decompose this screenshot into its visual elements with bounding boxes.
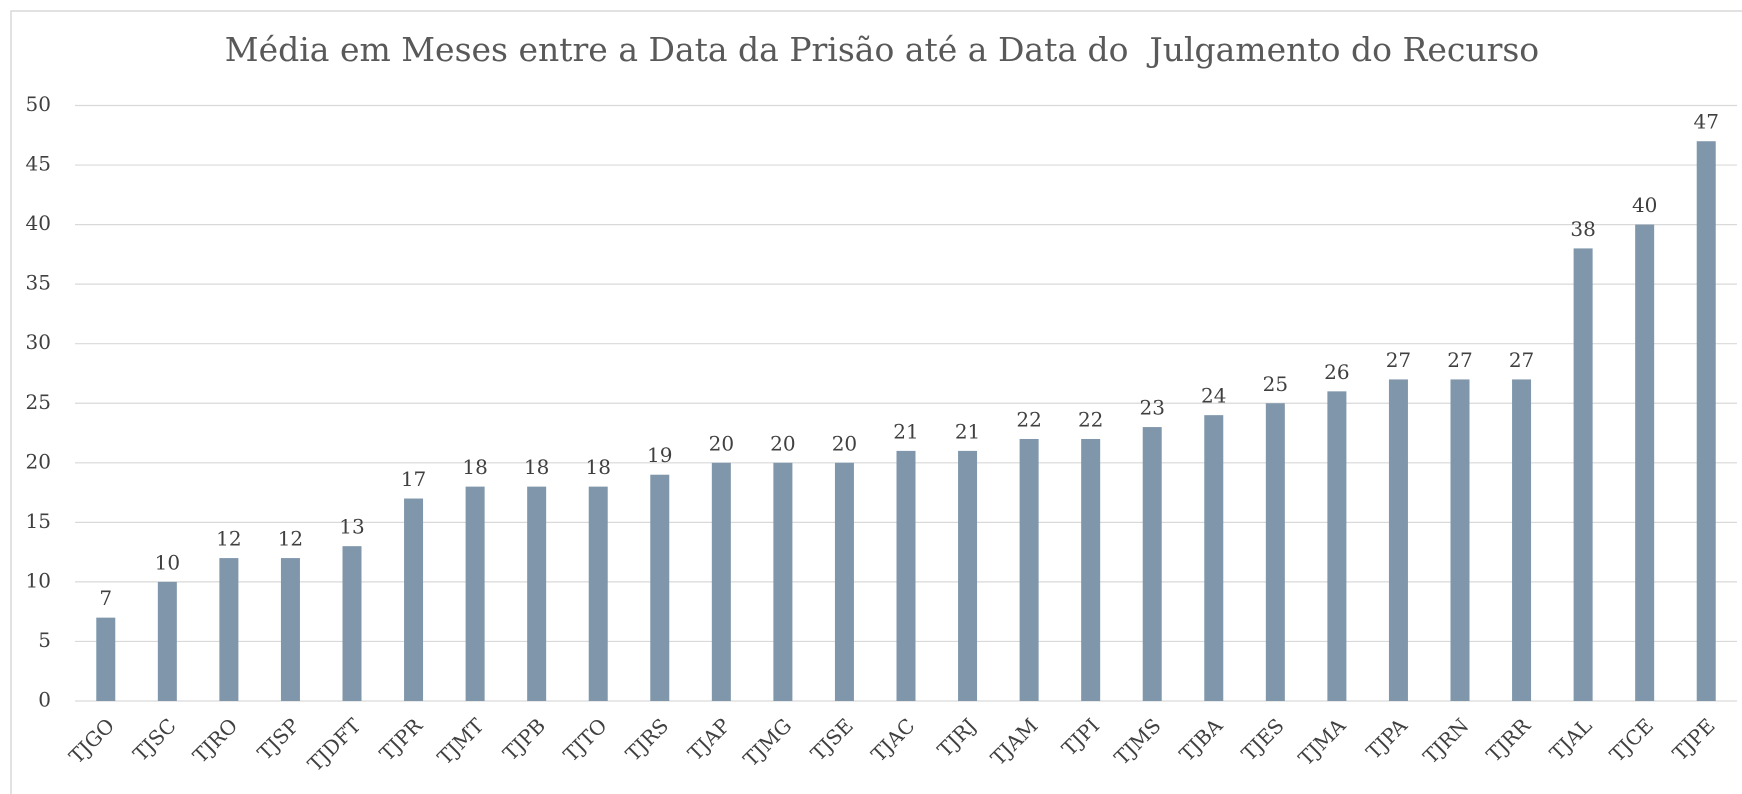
bar (342, 546, 362, 701)
bar (588, 486, 608, 701)
y-tick-label: 50 (26, 92, 51, 116)
bar (1512, 379, 1532, 701)
bar (1142, 427, 1162, 701)
bar (650, 474, 670, 701)
x-tick-label: TJRO (188, 713, 242, 767)
data-label: 40 (1632, 193, 1657, 217)
x-tick-label: TJBA (1175, 713, 1228, 766)
data-label: 18 (462, 455, 487, 479)
y-tick-label: 25 (26, 390, 51, 414)
bar (1450, 379, 1470, 701)
data-label: 17 (401, 467, 426, 491)
data-label: 18 (585, 455, 610, 479)
bar (711, 462, 731, 701)
data-label: 20 (832, 431, 857, 455)
y-tick-label: 35 (26, 271, 51, 295)
x-tick-label: TJES (1237, 713, 1289, 765)
x-tick-label: TJRR (1482, 713, 1536, 767)
data-label: 18 (524, 455, 549, 479)
bar (958, 450, 978, 701)
x-tick-label: TJCE (1605, 713, 1658, 766)
bar (1635, 224, 1655, 701)
data-label: 20 (770, 431, 795, 455)
data-label: 23 (1139, 396, 1164, 420)
bar (1573, 248, 1593, 702)
x-tick-label: TJAP (683, 713, 735, 765)
data-label: 21 (893, 419, 918, 443)
x-tick-label: TJTO (559, 713, 612, 766)
y-tick-label: 45 (26, 152, 51, 176)
data-label: 13 (339, 515, 364, 539)
x-tick-label: TJPR (375, 713, 428, 766)
data-label: 10 (155, 550, 180, 574)
x-tick-label: TJAL (1545, 713, 1597, 765)
y-tick-label: 0 (38, 688, 51, 712)
x-tick-label: TJRJ (933, 713, 981, 761)
bar (157, 581, 177, 701)
chart-border (10, 10, 1742, 794)
data-label: 7 (99, 586, 112, 610)
data-label: 38 (1570, 217, 1595, 241)
x-tick-label: TJRS (621, 713, 673, 765)
x-tick-label: TJPE (1668, 713, 1720, 765)
x-tick-label: TJGO (64, 713, 119, 768)
x-tick-label: TJAC (866, 713, 919, 766)
data-label: 27 (1447, 348, 1472, 372)
x-tick-label: TJMA (1294, 713, 1351, 770)
bar (465, 486, 485, 701)
x-tick-label: TJSP (253, 713, 304, 764)
bar (896, 450, 916, 701)
data-label: 27 (1386, 348, 1411, 372)
x-tick-label: TJPA (1361, 713, 1412, 764)
bar (404, 498, 424, 701)
data-label: 21 (955, 419, 980, 443)
bar (1696, 141, 1716, 702)
bar (1327, 391, 1347, 701)
x-tick-label: TJRN (1418, 713, 1473, 768)
bar (219, 558, 239, 701)
x-tick-label: TJPI (1057, 713, 1104, 760)
y-tick-label: 15 (26, 509, 51, 533)
x-tick-label: TJMS (1109, 713, 1165, 769)
x-tick-label: TJPB (498, 713, 550, 765)
y-tick-label: 10 (26, 568, 51, 592)
bar (1019, 438, 1039, 701)
bar (773, 462, 793, 701)
x-tick-label: TJDFT (303, 713, 366, 776)
data-label: 47 (1693, 110, 1718, 134)
bar (1388, 379, 1408, 701)
x-tick-label: TJMT (433, 713, 489, 769)
bar (527, 486, 547, 701)
data-label: 25 (1263, 372, 1288, 396)
y-tick-label: 5 (38, 628, 51, 652)
data-label: 20 (709, 431, 734, 455)
data-label: 12 (278, 527, 303, 551)
bar (1204, 415, 1224, 701)
bar (1081, 438, 1101, 701)
x-tick-label: TJSC (128, 713, 181, 766)
x-tick-label: TJAM (986, 713, 1043, 770)
chart-title: Média em Meses entre a Data da Prisão at… (225, 30, 1539, 69)
data-label: 22 (1078, 407, 1103, 431)
y-tick-label: 20 (26, 449, 51, 473)
bar (834, 462, 854, 701)
bar (280, 558, 300, 701)
y-tick-label: 40 (26, 211, 51, 235)
data-label: 22 (1016, 407, 1041, 431)
data-label: 27 (1509, 348, 1534, 372)
x-tick-label: TJSE (806, 713, 858, 765)
data-label: 24 (1201, 384, 1226, 408)
x-tick-label: TJMG (738, 713, 796, 771)
y-tick-label: 30 (26, 330, 51, 354)
data-label: 26 (1324, 360, 1349, 384)
data-label: 19 (647, 443, 672, 467)
bar (96, 617, 116, 701)
bar (1265, 403, 1285, 701)
data-label: 12 (216, 527, 241, 551)
